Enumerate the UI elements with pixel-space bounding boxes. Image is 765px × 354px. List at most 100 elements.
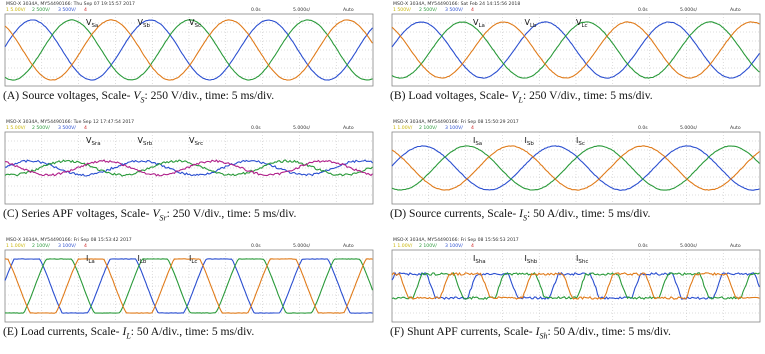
- wave-subscript: Lc: [191, 259, 197, 265]
- channel-setting: 2 100V/: [32, 243, 50, 249]
- panel: MSO-X 3034A, MY54490166: Fri Sep 08 15:5…: [3, 236, 375, 354]
- channel-setting: 1 5.00V/: [6, 125, 26, 131]
- caption-text: Source currents, Scale-: [409, 207, 516, 220]
- caption: (E) Load currents, Scale- IL: 50 A/div.,…: [3, 325, 375, 342]
- channel-setting: 4: [84, 125, 87, 131]
- caption-text: Series APF voltages, Scale-: [21, 207, 149, 220]
- wave-subscript: Sc: [194, 23, 201, 29]
- panel: MSO-X 3034A, MY54490166: Thu Sep 07 19:1…: [3, 0, 375, 118]
- timebase: 5.000s/: [680, 125, 698, 131]
- caption-rest: : 250 V/div., time: 5 ms/div.: [523, 89, 653, 102]
- oscilloscope-screen: MSO-X 3034A, MY54490166: Thu Sep 07 19:1…: [3, 0, 375, 88]
- timebase: 5.000s/: [680, 243, 698, 249]
- trigger-mode: Auto: [730, 7, 741, 13]
- time-offset: 0.0s: [251, 243, 261, 249]
- caption-rest: : 50 A/div., time: 5 ms/div.: [547, 325, 670, 338]
- caption: (C) Series APF voltages, Scale- VSr: 250…: [3, 207, 375, 224]
- caption-rest: : 250 V/div., time: 5 ms/div.: [145, 89, 275, 102]
- caption: (F) Shunt APF currents, Scale- ISh: 50 A…: [390, 325, 762, 342]
- scope-header: MSO-X 3034A, MY54490166: Fri Sep 08 15:5…: [393, 237, 519, 243]
- wave-subscript: Sb: [143, 23, 150, 29]
- scope-header: MSO-X 3034A, MY54490166: Fri Sep 08 15:5…: [393, 119, 519, 125]
- panel: MSO-X 3034A, MY54490166: Sat Feb 24 14:1…: [390, 0, 762, 118]
- time-offset: 0.0s: [638, 125, 648, 131]
- caption-label: (B): [390, 89, 405, 102]
- channel-setting: 3 500V/: [445, 7, 463, 13]
- caption-symbol: V: [152, 207, 159, 220]
- time-offset: 0.0s: [251, 125, 261, 131]
- channel-setting: 4: [84, 243, 87, 249]
- channel-setting: 4: [84, 7, 87, 13]
- wave-subscript: Lb: [140, 259, 147, 265]
- wave-subscript: Lc: [581, 23, 587, 29]
- trigger-mode: Auto: [343, 7, 354, 13]
- trigger-mode: Auto: [730, 125, 741, 131]
- channel-setting: 4: [471, 125, 474, 131]
- wave-subscript: Sc: [578, 141, 585, 147]
- trigger-mode: Auto: [343, 243, 354, 249]
- wave-subscript: Src: [194, 141, 203, 147]
- caption-text: Shunt APF currents, Scale-: [407, 325, 533, 338]
- caption-label: (D): [390, 207, 406, 220]
- caption-text: Source voltages, Scale-: [22, 89, 131, 102]
- channel-setting: 1 1.00V/: [393, 125, 413, 131]
- scope-header: MSO-X 3034A, MY54490166: Fri Sep 08 15:5…: [6, 237, 132, 243]
- wave-subscript: Sra: [91, 141, 100, 147]
- channel-setting: 1 1.00V/: [6, 243, 26, 249]
- time-offset: 0.0s: [638, 243, 648, 249]
- channel-setting: 2 500V/: [419, 7, 437, 13]
- caption-text: Load voltages, Scale-: [408, 89, 508, 102]
- wave-subscript: Srb: [143, 141, 153, 147]
- channel-setting: 4: [471, 7, 474, 13]
- channel-setting: 2 100V/: [419, 125, 437, 131]
- wave-subscript: Sha: [475, 259, 485, 265]
- channel-setting: 1 5.00V/: [6, 7, 26, 13]
- channel-setting: 3 100V/: [445, 243, 463, 249]
- caption: (D) Source currents, Scale- IS: 50 A/div…: [390, 207, 762, 224]
- oscilloscope-screen: MSO-X 3034A, MY54490166: Tue Sep 12 17:4…: [3, 118, 375, 206]
- wave-subscript: La: [478, 23, 484, 29]
- caption: (B) Load voltages, Scale- VL: 250 V/div.…: [390, 89, 762, 106]
- caption-label: (E): [3, 325, 18, 338]
- caption-symbol: V: [511, 89, 518, 102]
- caption-rest: : 50 A/div., time: 5 ms/div.: [527, 207, 650, 220]
- caption-label: (C): [3, 207, 18, 220]
- scope-header: MSO-X 3034A, MY54490166: Sat Feb 24 14:1…: [393, 1, 520, 7]
- channel-setting: 1 1.00V/: [393, 243, 413, 249]
- channel-setting: 2 500V/: [32, 125, 50, 131]
- oscilloscope-screen: MSO-X 3034A, MY54490166: Fri Sep 08 15:5…: [390, 118, 762, 206]
- channel-setting: 1 500V/: [393, 7, 411, 13]
- wave-subscript: Lb: [530, 23, 537, 29]
- channel-setting: 4: [471, 243, 474, 249]
- panel: MSO-X 3034A, MY54490166: Fri Sep 08 15:5…: [390, 118, 762, 236]
- panel: MSO-X 3034A, MY54490166: Tue Sep 12 17:4…: [3, 118, 375, 236]
- wave-subscript: Sa: [91, 23, 98, 29]
- timebase: 5.000s/: [680, 7, 698, 13]
- scope-header: MSO-X 3034A, MY54490166: Tue Sep 12 17:4…: [6, 119, 134, 125]
- wave-subscript: Shc: [578, 259, 588, 265]
- channel-setting: 2 500V/: [32, 7, 50, 13]
- wave-subscript: Sb: [527, 141, 534, 147]
- oscilloscope-screen: MSO-X 3034A, MY54490166: Fri Sep 08 15:5…: [390, 236, 762, 324]
- caption-text: Load currents, Scale-: [21, 325, 120, 338]
- caption: (A) Source voltages, Scale- VS: 250 V/di…: [3, 89, 375, 106]
- channel-setting: 3 100V/: [445, 125, 463, 131]
- wave-subscript: Sa: [475, 141, 482, 147]
- channel-setting: 3 500V/: [58, 7, 76, 13]
- panel: MSO-X 3034A, MY54490166: Fri Sep 08 15:5…: [390, 236, 762, 354]
- channel-setting: 3 500V/: [58, 125, 76, 131]
- trigger-mode: Auto: [730, 243, 741, 249]
- wave-subscript: La: [88, 259, 94, 265]
- scope-header: MSO-X 3034A, MY54490166: Thu Sep 07 19:1…: [6, 1, 135, 7]
- oscilloscope-screen: MSO-X 3034A, MY54490166: Fri Sep 08 15:5…: [3, 236, 375, 324]
- caption-rest: : 50 A/div., time: 5 ms/div.: [131, 325, 254, 338]
- figure: MSO-X 3034A, MY54490166: Thu Sep 07 19:1…: [0, 0, 765, 354]
- timebase: 5.000s/: [293, 125, 311, 131]
- caption-label: (A): [3, 89, 19, 102]
- caption-rest: : 250 V/div., time: 5 ms/div.: [167, 207, 297, 220]
- trigger-mode: Auto: [343, 125, 354, 131]
- channel-setting: 2 100V/: [419, 243, 437, 249]
- wave-subscript: Shb: [527, 259, 538, 265]
- time-offset: 0.0s: [638, 7, 648, 13]
- timebase: 5.000s/: [293, 243, 311, 249]
